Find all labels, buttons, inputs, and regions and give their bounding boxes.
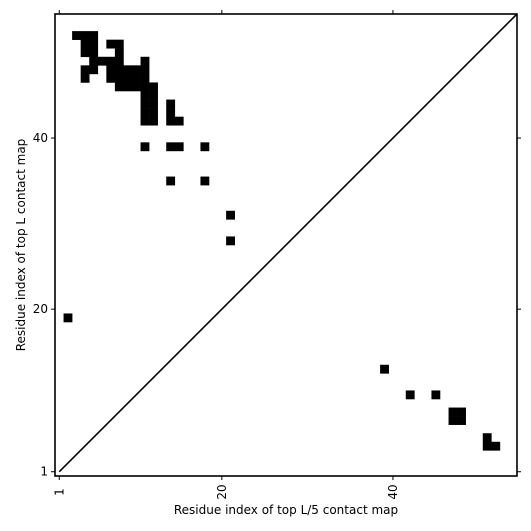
x-tick-label: 20	[215, 484, 229, 499]
contact-cell-upper	[114, 73, 124, 83]
plot-frame	[54, 13, 518, 477]
contact-cell-upper	[114, 39, 124, 49]
contact-cell-upper	[140, 56, 150, 66]
x-tick-label: 1	[52, 488, 66, 496]
upper-contacts-layer	[63, 31, 235, 323]
contact-cell-upper	[80, 31, 90, 40]
contact-cell-upper	[63, 313, 73, 323]
x-axis-ticks: 1 20 40	[52, 10, 400, 500]
contact-cell-upper	[166, 142, 176, 152]
y-axis-label: Residue index of top L contact map	[14, 139, 28, 352]
contact-cell-upper	[132, 65, 141, 75]
contact-cell-upper	[89, 48, 99, 58]
contact-cell-upper	[149, 91, 158, 100]
contact-cell-lower	[448, 407, 458, 417]
contact-cell-upper	[114, 65, 124, 75]
contact-cell-upper	[89, 65, 99, 75]
y-tick-label: 1	[40, 465, 48, 479]
contact-cell-upper	[226, 236, 235, 246]
contact-cell-lower	[457, 416, 466, 425]
contact-cell-upper	[140, 116, 150, 126]
x-tick-label: 40	[386, 484, 400, 499]
contact-cell-upper	[80, 39, 90, 49]
contact-cell-upper	[132, 73, 141, 83]
contact-cell-upper	[97, 56, 107, 66]
contact-cell-upper	[200, 142, 210, 152]
contact-cell-upper	[80, 73, 90, 83]
contact-cell-upper	[166, 176, 176, 186]
contact-cell-upper	[140, 99, 150, 109]
y-tick-label: 40	[33, 131, 48, 145]
contact-cell-upper	[72, 31, 81, 40]
contact-cell-upper	[140, 65, 150, 75]
contact-cell-upper	[132, 82, 141, 92]
contact-cell-upper	[106, 56, 116, 66]
contact-cell-upper	[80, 65, 90, 75]
contact-cell-upper	[106, 39, 116, 49]
lower-contacts-layer	[380, 364, 501, 451]
contact-cell-lower	[482, 433, 492, 443]
contact-cell-upper	[226, 210, 235, 220]
contact-cell-lower	[380, 364, 389, 374]
contact-cell-upper	[140, 82, 150, 92]
contact-cell-upper	[114, 48, 124, 58]
contact-cell-upper	[166, 108, 176, 117]
contact-cell-upper	[89, 39, 99, 49]
contact-cell-upper	[140, 142, 150, 152]
contact-cell-upper	[200, 176, 210, 186]
contact-cell-lower	[448, 416, 458, 425]
contact-cell-upper	[123, 65, 133, 75]
contact-cell-upper	[89, 31, 99, 40]
contact-cell-lower	[431, 390, 441, 400]
contact-cell-upper	[140, 91, 150, 100]
contact-cell-upper	[174, 116, 184, 126]
contact-cell-lower	[491, 441, 501, 451]
contact-cell-upper	[149, 116, 158, 126]
contact-cell-upper	[106, 65, 116, 75]
contact-cell-upper	[174, 142, 184, 152]
contact-cell-upper	[123, 73, 133, 83]
contact-cell-upper	[123, 82, 133, 92]
y-tick-label: 20	[33, 302, 48, 316]
contact-cell-upper	[106, 73, 116, 83]
diagonal-line	[58, 13, 518, 473]
contact-cell-upper	[89, 56, 99, 66]
contact-cell-upper	[149, 108, 158, 117]
contact-cell-upper	[114, 56, 124, 66]
contact-cell-upper	[80, 48, 90, 58]
contact-cell-upper	[149, 82, 158, 92]
y-axis-ticks: 1 20 40	[33, 131, 521, 479]
contact-cell-upper	[140, 108, 150, 117]
contact-cell-upper	[166, 116, 176, 126]
x-axis-label: Residue index of top L/5 contact map	[174, 503, 398, 517]
contact-cell-lower	[457, 407, 466, 417]
contact-cell-lower	[405, 390, 415, 400]
contact-cell-upper	[114, 82, 124, 92]
contact-cell-upper	[149, 99, 158, 109]
contact-cell-lower	[482, 441, 492, 451]
contact-cell-upper	[140, 73, 150, 83]
contact-cell-upper	[166, 99, 176, 109]
